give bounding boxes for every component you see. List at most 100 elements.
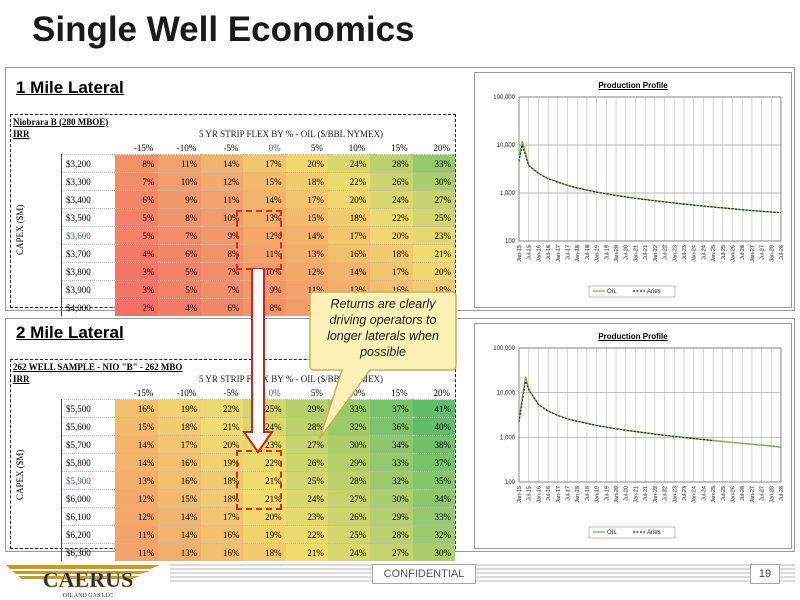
irr-cell: 16% <box>158 453 202 472</box>
irr-cell: 4% <box>158 298 202 316</box>
x-tick-label: Jul-25 <box>721 245 727 260</box>
irr-cell: 26% <box>370 172 413 191</box>
x-tick-label: Jul-21 <box>643 245 649 260</box>
irr-cell: 21% <box>412 244 455 263</box>
irr-cell: 28% <box>327 471 371 490</box>
x-tick-label: Jan-17 <box>556 245 562 262</box>
x-tick-label: Jul-27 <box>760 245 766 260</box>
x-tick-label: Jul-22 <box>663 245 669 260</box>
x-tick-label: Jan-15 <box>517 486 523 503</box>
x-tick-label: Jul-26 <box>740 486 746 501</box>
table-name: 262 WELL SAMPLE - NIO "B" - 262 MBO <box>13 362 183 372</box>
irr-cell: 12% <box>285 262 328 281</box>
x-tick-label: Jan-25 <box>711 486 717 503</box>
irr-cell: 24% <box>285 489 328 508</box>
flex-column-header: 5% <box>310 143 323 153</box>
irr-cell: 8% <box>201 244 244 263</box>
irr-cell: 38% <box>412 435 455 454</box>
table-row: $3,500 5% 8% 10% 13% 15% 18% 22% 25% <box>61 208 455 227</box>
x-tick-label: Jan-19 <box>595 486 601 503</box>
irr-cell: 20% <box>243 507 286 526</box>
table-row: $6,100 12% 14% 17% 20% 23% 26% 29% 33% <box>61 507 455 526</box>
section-2-panel: 2 Mile Lateral 262 WELL SAMPLE - NIO "B"… <box>5 318 795 561</box>
flex-column-header: -15% <box>133 143 154 153</box>
x-tick-label: Jan-23 <box>672 245 678 262</box>
x-tick-label: Jan-18 <box>575 486 581 503</box>
irr-cell: 16% <box>201 525 244 544</box>
table-row: $6,300 11% 13% 16% 18% 21% 24% 27% 30% <box>61 543 455 561</box>
irr-cell: 9% <box>158 190 202 209</box>
x-tick-label: Jul-28 <box>779 245 785 260</box>
capex-cell: $4,000 <box>61 298 116 316</box>
down-arrow-icon <box>242 268 274 454</box>
capex-cell: $5,700 <box>61 435 116 454</box>
x-tick-label: Jan-16 <box>536 486 542 503</box>
irr-cell: 21% <box>243 489 286 508</box>
x-tick-label: Jul-20 <box>624 245 630 260</box>
capex-cell: $6,200 <box>61 525 116 544</box>
x-tick-label: Jan-28 <box>769 245 775 262</box>
irr-cell: 19% <box>243 525 286 544</box>
irr-cell: 16% <box>201 543 244 561</box>
irr-cell: 15% <box>243 172 286 191</box>
irr-cell: 5% <box>158 280 202 299</box>
irr-cell: 30% <box>327 435 371 454</box>
irr-table-2: 262 WELL SAMPLE - NIO "B" - 262 MBO IRR … <box>10 359 456 561</box>
irr-cell: 13% <box>243 208 286 227</box>
grid-corner <box>62 387 116 400</box>
series-line-aries <box>518 379 714 442</box>
section-1-panel: 1 Mile Lateral Niobrara B (280 MBOE) IRR… <box>5 67 795 316</box>
irr-cell: 16% <box>115 399 159 418</box>
irr-cell: 14% <box>243 190 286 209</box>
irr-cell: 28% <box>285 417 328 436</box>
capex-cell: $6,300 <box>61 543 116 561</box>
irr-cell: 5% <box>115 208 159 227</box>
irr-cell: 12% <box>115 489 159 508</box>
irr-cell: 13% <box>158 543 202 561</box>
irr-cell: 18% <box>201 489 244 508</box>
x-tick-label: Jan-22 <box>653 245 659 262</box>
svg-text:CAERUS: CAERUS <box>43 567 133 592</box>
y-tick-label: 100 <box>505 480 516 486</box>
section-1-title: 1 Mile Lateral <box>16 78 124 97</box>
irr-cell: 37% <box>370 399 413 418</box>
flex-column-header: 10% <box>348 388 366 398</box>
irr-cell: 11% <box>158 154 202 173</box>
irr-cell: 29% <box>327 453 371 472</box>
flex-column-header: 15% <box>391 388 408 398</box>
table-row: $3,700 4% 6% 8% 11% 13% 16% 18% 21% <box>61 244 455 263</box>
irr-cell: 8% <box>158 208 202 227</box>
irr-cell: 18% <box>327 208 371 227</box>
flex-label: 5 YR STRIP FLEX BY % - OIL ($/BBL NYMEX) <box>198 129 384 139</box>
irr-cell: 34% <box>370 435 413 454</box>
irr-cell: 14% <box>201 154 244 173</box>
x-tick-label: Jan-15 <box>517 245 523 262</box>
irr-grid-1: -15% -10% -5% 0% 5% 10% 15% 20% $3,200 8% 11% 14% 17… <box>61 142 455 316</box>
production-chart-2: Production Profile Jan-15 Jul-15 Jan-16 Jul… <box>474 323 792 549</box>
irr-cell: 10% <box>158 172 202 191</box>
capex-cell: $3,900 <box>61 280 116 299</box>
irr-cell: 14% <box>158 525 202 544</box>
series-line-oil <box>518 141 782 214</box>
table-metric: IRR <box>13 129 30 139</box>
irr-cell: 7% <box>115 172 159 191</box>
irr-cell: 33% <box>412 507 455 526</box>
legend-label: OIL <box>607 289 617 295</box>
y-tick-label: 10,000 <box>497 391 516 397</box>
flex-column-header: 5% <box>310 388 323 398</box>
irr-cell: 24% <box>327 543 371 561</box>
irr-cell: 14% <box>158 507 202 526</box>
table-row: $5,800 14% 16% 19% 22% 26% 29% 33% 37% <box>61 453 455 472</box>
irr-cell: 17% <box>201 507 244 526</box>
flex-column-header: -5% <box>223 143 239 153</box>
x-tick-label: Jan-26 <box>730 486 736 503</box>
irr-cell: 17% <box>370 262 413 281</box>
x-tick-label: Jul-25 <box>721 486 727 501</box>
flex-column-header: -10% <box>176 143 197 153</box>
irr-cell: 20% <box>285 154 328 173</box>
table-row: $5,900 13% 16% 18% 21% 25% 28% 32% 35% <box>61 471 455 490</box>
flex-column-header: 0% <box>268 388 281 398</box>
irr-cell: 3% <box>115 280 159 299</box>
irr-cell: 7% <box>158 226 202 245</box>
